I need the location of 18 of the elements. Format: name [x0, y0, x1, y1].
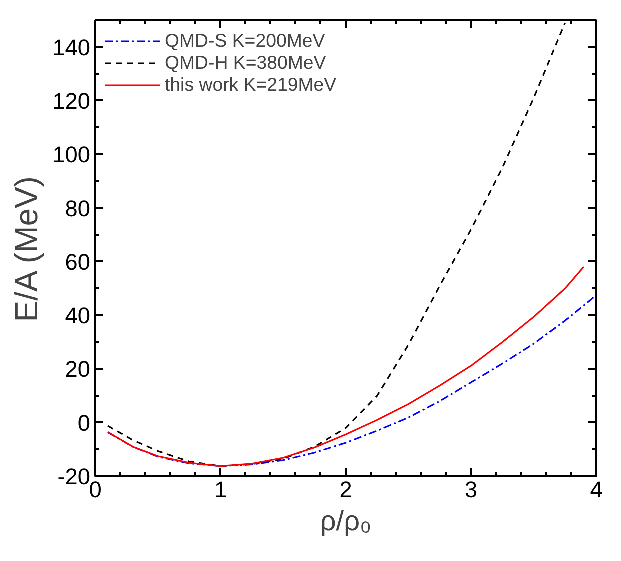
x-tick-label: 3 — [464, 476, 478, 502]
y-tick-label: 80 — [65, 195, 90, 222]
y-tick-label: 0 — [78, 410, 91, 436]
x-tick-label: 2 — [340, 476, 352, 502]
y-tick-label: 140 — [52, 34, 91, 60]
y-tick-label: 100 — [52, 142, 91, 168]
legend-label: QMD-H K=380MeV — [165, 52, 326, 74]
legend-label: QMD-S K=200MeV — [165, 30, 326, 52]
y-tick-label: 20 — [65, 356, 90, 382]
x-tick-label: 4 — [590, 476, 603, 502]
x-axis-title: ρ/ρ₀ — [320, 506, 372, 536]
legend-label: this work K=219MeV — [165, 74, 337, 96]
y-tick-label: 40 — [65, 302, 90, 329]
y-tick-label: 60 — [65, 248, 90, 275]
x-tick-label: 1 — [214, 476, 228, 502]
y-axis-title: E/A (MeV) — [8, 176, 45, 322]
y-tick-label: -20 — [58, 464, 91, 490]
y-tick-label: 120 — [52, 88, 91, 114]
